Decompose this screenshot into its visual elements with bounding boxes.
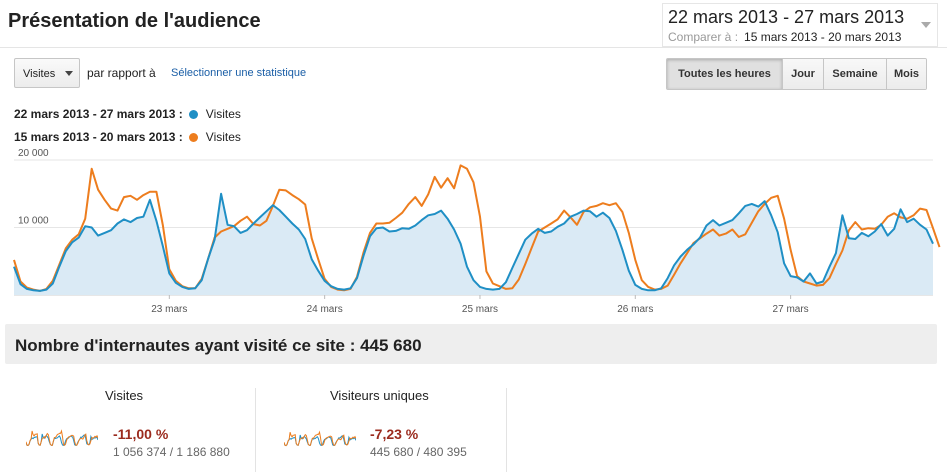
x-tick-label: 27 mars [773,304,809,315]
series-line-current [13,192,934,292]
stat-card-unique-visitors[interactable]: Visiteurs uniques -7,23 % 445 680 / 480 … [256,388,506,472]
sparkline [26,429,98,447]
legend-current-series: Visites [205,107,241,121]
compare-to-label: par rapport à [87,66,156,80]
sparkline-previous [26,429,98,447]
granularity-toggle: Toutes les heures Jour Semaine Mois [666,58,927,90]
unique-visitors-summary: Nombre d'internautes ayant visité ce sit… [5,324,937,364]
date-range-picker[interactable]: 22 mars 2013 - 27 mars 2013 Comparer à :… [662,3,938,47]
page-title: Présentation de l'audience [8,10,261,32]
x-tick-label: 25 mars [462,304,498,315]
report-header: Présentation de l'audience 22 mars 2013 … [0,0,947,48]
series-area-current [14,193,933,295]
stat-change: -11,00 % [113,426,169,442]
compare-range-value: 15 mars 2013 - 20 mars 2013 [744,30,902,44]
legend-previous-range: 15 mars 2013 - 20 mars 2013 : [14,130,183,144]
legend-current-range: 22 mars 2013 - 27 mars 2013 : [14,107,183,121]
stat-title: Visites [105,388,144,403]
metric-select[interactable]: Visites [14,58,80,88]
stat-card-visits[interactable]: Visites -11,00 % 1 056 374 / 1 186 880 [0,388,255,472]
select-statistic-link[interactable]: Sélectionner une statistique [171,67,307,79]
legend-current: 22 mars 2013 - 27 mars 2013 : Visites [14,107,241,121]
legend-previous-dot [188,132,198,142]
stat-title: Visiteurs uniques [330,388,429,403]
compare-range: Comparer à : 15 mars 2013 - 20 mars 2013 [668,30,901,44]
x-tick-label: 26 mars [617,304,653,315]
stat-compare: 445 680 / 480 395 [370,445,467,459]
unique-visitors-text: Nombre d'internautes ayant visité ce sit… [15,336,422,355]
granularity-month-button[interactable]: Mois [886,59,926,89]
y-tick-label: 10 000 [18,216,49,227]
granularity-hourly-button[interactable]: Toutes les heures [667,59,782,89]
chevron-down-icon[interactable] [921,22,931,28]
metric-select-value: Visites [23,68,56,80]
compare-label: Comparer à : [668,30,739,44]
y-tick-label: 20 000 [18,148,49,159]
x-tick-label: 24 mars [307,304,343,315]
legend-current-dot [188,109,198,119]
chevron-down-icon [65,71,73,76]
granularity-week-button[interactable]: Semaine [823,59,886,89]
stat-change: -7,23 % [370,426,419,442]
date-range-value: 22 mars 2013 - 27 mars 2013 [668,7,905,27]
granularity-day-button[interactable]: Jour [782,59,823,89]
legend-previous-series: Visites [205,130,241,144]
legend-previous: 15 mars 2013 - 20 mars 2013 : Visites [14,130,241,144]
sparkline [284,430,356,447]
divider [506,388,507,472]
divider [255,388,256,472]
series-line-previous [13,164,941,292]
visits-chart[interactable]: 20 000 10 000 23 mars 24 mars 25 mars 26 mars… [0,148,947,318]
x-tick-label: 23 mars [151,304,187,315]
stat-compare: 1 056 374 / 1 186 880 [113,445,230,459]
sparkline-previous [284,430,356,447]
